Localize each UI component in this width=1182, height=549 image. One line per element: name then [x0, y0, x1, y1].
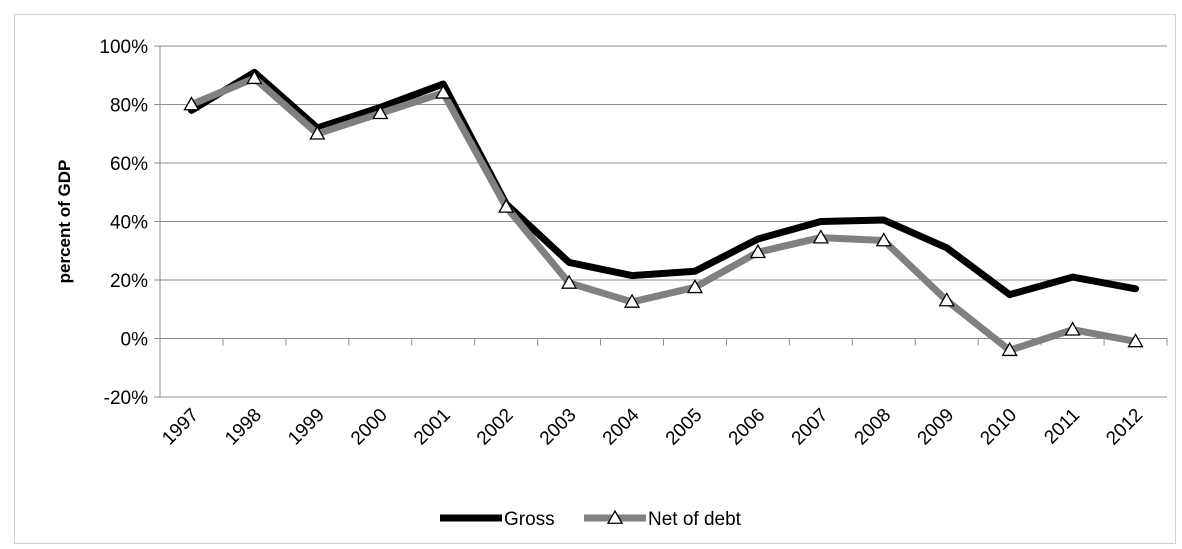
x-tick-label: 2010: [976, 405, 1021, 450]
x-tick-label: 2006: [725, 405, 770, 450]
x-tick-label: 2004: [599, 404, 644, 449]
y-tick-label: 60%: [110, 154, 148, 175]
data-point-marker: [875, 232, 892, 247]
x-tick-label: 2012: [1102, 405, 1147, 450]
x-tick-label: 2009: [914, 405, 959, 450]
x-tick-label: 2005: [662, 405, 707, 450]
y-tick-label: 100%: [99, 37, 148, 58]
data-point-marker: [1001, 341, 1018, 357]
data-point-marker: [560, 274, 578, 289]
data-point-marker: [686, 279, 704, 294]
y-tick-label: 80%: [110, 96, 148, 117]
series-lines: [183, 68, 1144, 357]
data-point-marker: [498, 198, 515, 213]
series-line-0: [187, 68, 1140, 299]
data-point-marker: [309, 125, 326, 140]
y-tick-labels: -20% 0% 20% 40% 60% 80% 100%: [99, 37, 148, 409]
x-tick-label: 2003: [536, 405, 581, 450]
x-tick-label: 2002: [473, 405, 518, 450]
data-point-marker: [1127, 333, 1144, 348]
data-point-marker: [938, 292, 955, 307]
y-tick-label: -20%: [104, 388, 148, 409]
x-tick-label: 1998: [221, 405, 266, 450]
x-tick-labels: 1997 1998 1999 2000 2001 2002 2003 2004 2005 2006…: [158, 404, 1147, 449]
x-tick-label: 2011: [1040, 405, 1084, 449]
data-point-marker: [435, 84, 452, 99]
data-point-marker: [246, 69, 263, 85]
series-line-1: [187, 74, 1140, 354]
y-tick-label: 0%: [121, 330, 149, 351]
data-point-marker: [183, 96, 200, 111]
legend-label-net: Net of debt: [648, 509, 742, 530]
x-tick-label: 1997: [158, 405, 203, 450]
x-tick-label: 1999: [284, 405, 329, 450]
x-tick-label: 2007: [788, 405, 833, 450]
y-tick-label: 20%: [110, 271, 148, 292]
legend: Gross Net of debt: [440, 509, 742, 530]
data-point-marker: [372, 104, 389, 120]
x-tick-label: 2000: [347, 405, 392, 450]
data-point-marker: [1064, 321, 1081, 336]
x-tick-label: 2001: [410, 405, 455, 450]
legend-label-gross: Gross: [504, 509, 555, 530]
y-axis-label: percent of GDP: [55, 160, 74, 284]
data-point-marker: [623, 293, 641, 308]
y-tick-label: 40%: [110, 213, 148, 234]
data-point-marker: [749, 243, 767, 259]
legend-marker-icon: [606, 509, 624, 524]
x-tick-label: 2008: [851, 405, 896, 450]
data-point-marker: [812, 229, 829, 244]
